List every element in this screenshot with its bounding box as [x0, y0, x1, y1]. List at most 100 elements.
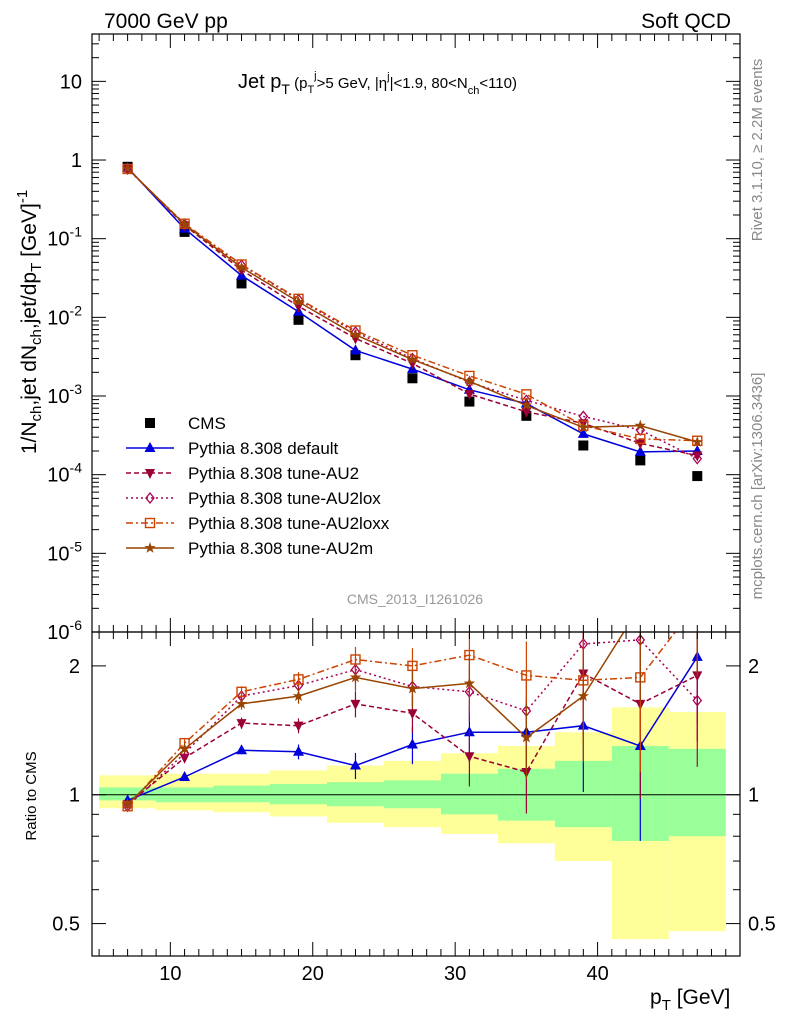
- point-au2loxx: [635, 433, 646, 445]
- ratio-plot-panel: 0.5 0.5 1 1 2 2 10 20 30 40: [52, 34, 776, 985]
- point-au2lox: [692, 452, 703, 465]
- y-tick-label: 10-1: [47, 224, 82, 251]
- point-au2loxx: [521, 389, 532, 400]
- legend-item-default: Pythia 8.308 default: [126, 439, 339, 458]
- ratio-point-default: [179, 771, 191, 782]
- legend-marker: [144, 542, 156, 553]
- point-cms: [578, 440, 589, 451]
- ratio-y-tick-label-right: 2: [748, 656, 759, 678]
- ratio-point-au2: [293, 721, 304, 732]
- point-au2m: [634, 419, 646, 431]
- ratio-y-axis: 0.5 0.5 1 1 2 2: [52, 656, 776, 936]
- band-inner: [213, 785, 271, 803]
- point-au2lox: [236, 259, 247, 272]
- band-inner: [270, 783, 327, 805]
- y-tick-label: 10-2: [47, 302, 82, 329]
- ratio-y-tick-label: 0.5: [52, 914, 80, 936]
- ratio-y-tick-label-right: 0.5: [748, 914, 776, 936]
- ratio-point-default: [349, 759, 361, 770]
- ratio-point-au2: [350, 699, 361, 710]
- point-au2m: [349, 328, 362, 340]
- ratio-point-au2loxx: [693, 599, 702, 608]
- band-inner: [326, 782, 384, 807]
- y-tick-label: 10-4: [47, 460, 82, 487]
- x-axis-label: pT [GeV]: [650, 986, 730, 1014]
- legend-item-au2m: Pythia 8.308 tune-AU2m: [126, 539, 373, 558]
- point-cms: [464, 396, 475, 407]
- plot-title: Jet pT (pTj>5 GeV, |ηj|<1.9, 80<Nch<110): [238, 70, 517, 97]
- legend-label: Pythia 8.308 tune-AU2loxx: [188, 514, 390, 533]
- point-default: [349, 344, 361, 355]
- y-tick-label: 10-6: [47, 617, 82, 644]
- point-au2m: [121, 162, 134, 174]
- ratio-point-default: [406, 738, 418, 749]
- ratio-y-tick-label: 2: [69, 656, 80, 678]
- point-default: [634, 445, 646, 456]
- svg-text:Jet pT (pTj>5 GeV, |ηj|<1.9, 8: Jet pT (pTj>5 GeV, |ηj|<1.9, 80<Nch<110): [238, 70, 517, 97]
- legend-item-cms: CMS: [145, 414, 226, 433]
- ratio-point-au2m: [692, 604, 703, 615]
- point-au2: [521, 407, 532, 418]
- x-tick-label: 40: [586, 963, 608, 985]
- ratio-point-au2m: [349, 671, 362, 683]
- point-au2: [692, 451, 703, 462]
- x-tick-label: 20: [302, 963, 324, 985]
- point-au2m: [463, 375, 476, 387]
- point-cms: [236, 278, 247, 289]
- point-au2m: [406, 353, 419, 365]
- header-right: Soft QCD: [641, 10, 731, 33]
- series-line-au2: [127, 167, 698, 457]
- legend-item-au2: Pythia 8.308 tune-AU2: [126, 464, 359, 483]
- series-line-au2loxx: [127, 168, 698, 442]
- ratio-point-au2: [407, 709, 418, 720]
- main-series: [121, 161, 703, 482]
- point-cms: [635, 455, 646, 466]
- point-au2m: [577, 421, 589, 433]
- legend-label: Pythia 8.308 tune-AU2: [188, 464, 359, 483]
- ratio-point-au2loxx: [350, 654, 361, 665]
- ratio-point-au2m: [235, 697, 248, 709]
- series-line-default: [127, 167, 698, 453]
- y-tick-label: 10: [60, 71, 82, 93]
- ratio-point-au2m: [292, 690, 305, 701]
- legend-label: Pythia 8.308 default: [188, 439, 339, 458]
- legend-label: Pythia 8.308 tune-AU2m: [188, 539, 373, 558]
- ratio-series-au2m: [121, 604, 703, 810]
- ratio-y-tick-label-right: 1: [748, 785, 759, 807]
- legend-marker: [144, 517, 156, 529]
- ratio-point-au2: [236, 719, 247, 730]
- point-au2m: [235, 261, 248, 273]
- ratio-point-au2loxx: [407, 660, 418, 672]
- y-tick-label: 10-5: [47, 538, 82, 565]
- header-left: 7000 GeV pp: [104, 10, 228, 33]
- y-axis-label-ratio: Ratio to CMS: [23, 751, 40, 840]
- point-au2: [635, 439, 646, 450]
- ratio-point-au2m: [121, 798, 134, 810]
- y-tick-label: 1: [71, 150, 82, 172]
- legend-marker: [145, 418, 155, 428]
- side-note-rivet: Rivet 3.1.10, ≥ 2.2M events: [749, 59, 766, 242]
- ratio-point-au2loxx: [521, 670, 532, 681]
- x-axis: 10 20 30 40: [98, 34, 727, 985]
- ratio-point-au2m: [178, 742, 191, 754]
- ratio-point-default: [293, 745, 305, 756]
- point-au2m: [292, 295, 305, 307]
- ratio-point-au2m: [520, 731, 533, 743]
- svg-text:1/Nch,jet dNch,jet/dpT [GeV]-1: 1/Nch,jet dNch,jet/dpT [GeV]-1: [14, 190, 45, 454]
- point-cms: [350, 350, 361, 361]
- ratio-point-default: [236, 744, 248, 755]
- ratio-line-au2loxx: [127, 632, 677, 807]
- ratio-point-au2m: [406, 682, 419, 694]
- series-default: [122, 161, 703, 456]
- point-au2m: [520, 399, 533, 411]
- ratio-series: [121, 599, 703, 841]
- ratio-point-au2loxx: [293, 674, 304, 685]
- ratio-point-au2lox: [692, 694, 703, 707]
- ratio-point-au2loxx: [236, 686, 247, 697]
- legend-marker: [145, 469, 155, 479]
- legend-marker: [144, 442, 156, 452]
- main-plot-panel: 10-6 10-5 10-4 10-3 10-2 10-1 1 10: [47, 33, 741, 644]
- y-axis-label-main: 1/Nch,jet dNch,jet/dpT [GeV]-1: [14, 190, 45, 454]
- ratio-point-au2: [464, 752, 475, 763]
